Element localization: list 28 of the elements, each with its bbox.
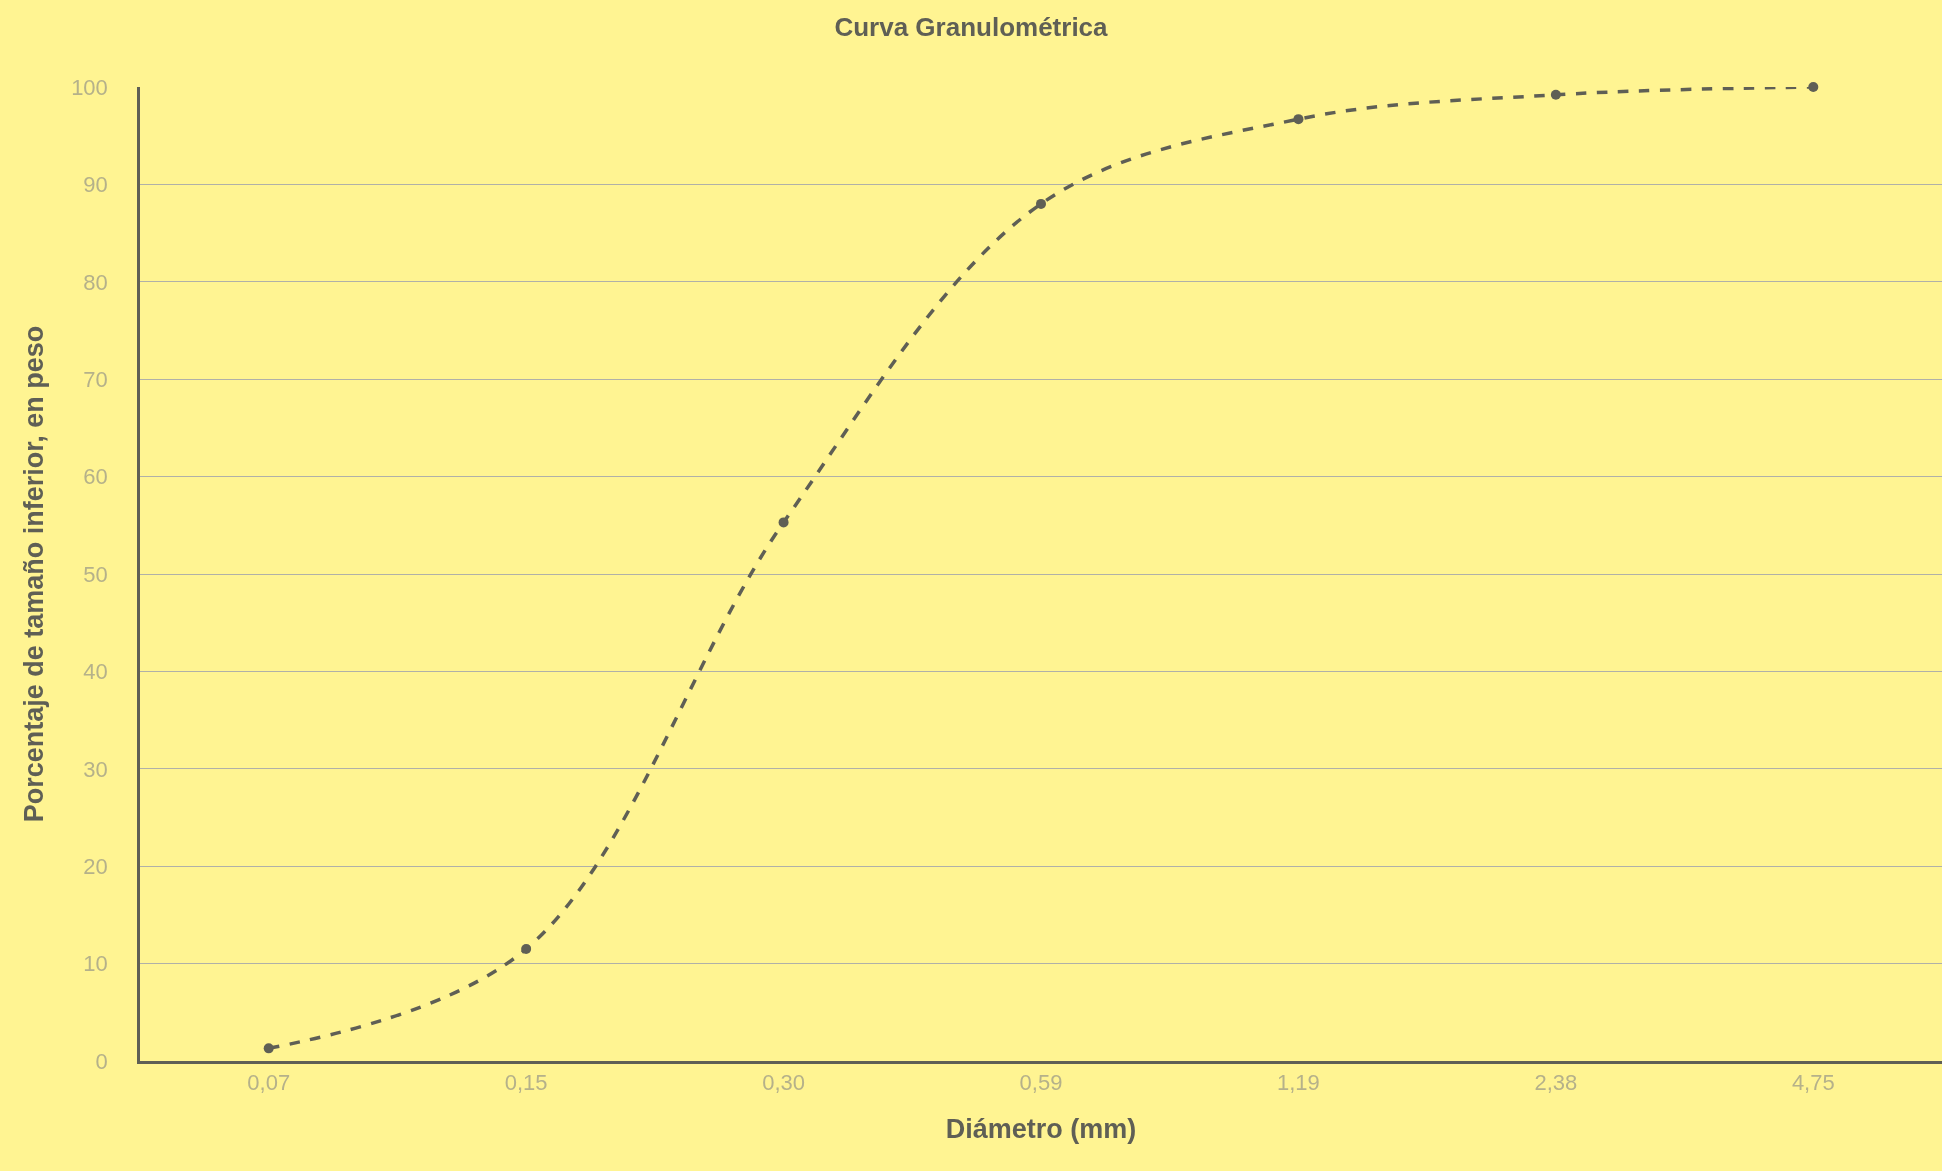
y-tick-label: 20 [83, 853, 108, 879]
x-tick-label: 0,15 [504, 1070, 548, 1096]
y-axis-title: Porcentaje de tamaño inferior, en peso [19, 325, 50, 823]
point [1808, 82, 1819, 92]
point [263, 1043, 274, 1054]
point [521, 943, 532, 954]
point [1036, 198, 1046, 209]
y-tick-label: 80 [83, 269, 108, 295]
point [1550, 89, 1561, 100]
x-tick-label: 0,30 [762, 1070, 805, 1096]
x-tick-label: 0,59 [1019, 1070, 1063, 1096]
chart-title: Curva Granulométrica [834, 11, 1109, 42]
y-tick-label: 100 [71, 74, 108, 100]
y-tick-label: 30 [83, 756, 108, 782]
x-tick-label: 2,38 [1534, 1070, 1578, 1096]
y-tick-label: 70 [83, 366, 108, 392]
y-tick-label: 0 [95, 1048, 108, 1074]
point [1293, 114, 1304, 125]
y-tick-label: 60 [83, 464, 108, 490]
point [778, 517, 789, 528]
x-tick-label: 4,75 [1791, 1070, 1835, 1096]
x-axis-title: Diámetro (mm) [945, 1113, 1137, 1144]
x-tick-label: 1,19 [1277, 1070, 1320, 1096]
x-tick-label: 0,07 [247, 1070, 291, 1096]
y-tick-label: 40 [83, 659, 108, 685]
y-tick-label: 90 [83, 172, 108, 198]
y-tick-label: 50 [83, 561, 108, 587]
y-tick-label: 10 [83, 951, 108, 977]
